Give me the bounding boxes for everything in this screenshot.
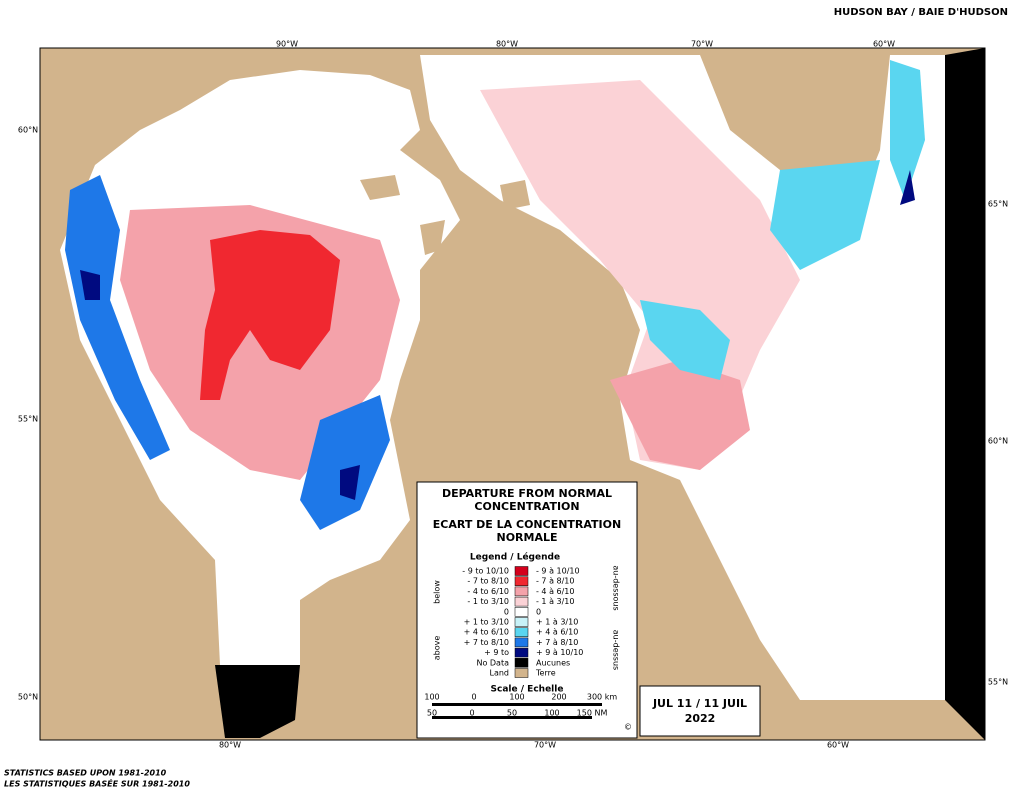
- latitude-label: 60°N: [988, 437, 1008, 446]
- legend-swatch: [514, 596, 529, 607]
- legend-swatch: [514, 658, 529, 668]
- longitude-label: 70°W: [691, 40, 713, 49]
- year: 2022: [685, 712, 716, 725]
- legend-label-fr: Aucunes: [536, 658, 570, 667]
- date: JUL 11 / 11 JUIL: [652, 697, 747, 710]
- longitude-label: 80°W: [219, 741, 241, 750]
- legend-title: NORMALE: [496, 531, 557, 544]
- scale-nm-label: 0: [469, 709, 474, 718]
- longitude-label: 60°W: [827, 741, 849, 750]
- legend-label-fr: - 4 à 6/10: [536, 587, 574, 596]
- legend-label-en: + 1 to 3/10: [464, 618, 509, 627]
- legend-label-en: 0: [504, 607, 509, 616]
- legend-label-en: Land: [489, 669, 509, 678]
- legend-label-en: No Data: [476, 658, 509, 667]
- longitude-label: 90°W: [276, 40, 298, 49]
- legend-label-fr: - 7 à 8/10: [536, 577, 574, 586]
- legend-label-fr: - 1 à 3/10: [536, 597, 574, 606]
- scale-title: Scale / Echelle: [491, 685, 564, 695]
- legend-title: CONCENTRATION: [474, 500, 579, 513]
- legend-label-fr: + 4 à 6/10: [536, 628, 578, 637]
- scale-km-label: 200: [551, 693, 566, 702]
- legend-title: DEPARTURE FROM NORMAL: [442, 487, 612, 500]
- latitude-label: 50°N: [18, 693, 38, 702]
- date-box: JUL 11 / 11 JUIL 2022: [639, 685, 761, 737]
- legend-swatch: [514, 566, 529, 576]
- map: [39, 47, 986, 741]
- legend-label-en: - 4 to 6/10: [467, 587, 509, 596]
- below-label: below: [433, 580, 442, 604]
- above-label-fr: au-dessus: [612, 630, 621, 670]
- latitude-label: 55°N: [18, 415, 38, 424]
- legend-swatch: [514, 607, 529, 617]
- legend-label-en: + 4 to 6/10: [464, 628, 509, 637]
- legend-swatch: [514, 576, 529, 586]
- graticule-labels: 90°W 80°W 70°W 60°W 80°W 70°W 60°W 60°N …: [18, 40, 1008, 750]
- legend-swatch: [514, 647, 529, 658]
- below-label-fr: au-dessous: [612, 565, 621, 610]
- legend-label-fr: - 9 à 10/10: [536, 567, 580, 576]
- scale-nm-label: 50: [427, 709, 437, 718]
- legend: DEPARTURE FROM NORMAL CONCENTRATION ECAR…: [416, 481, 638, 739]
- legend-title: ECART DE LA CONCENTRATION: [433, 518, 621, 531]
- legend-label-fr: Terre: [535, 669, 556, 678]
- scale-nm-label: 100: [544, 709, 559, 718]
- legend-label-en: - 1 to 3/10: [467, 597, 509, 606]
- latitude-label: 60°N: [18, 126, 38, 135]
- legend-swatch: [514, 617, 529, 627]
- legend-label-en: - 7 to 8/10: [467, 577, 509, 586]
- scale-km-label: 0: [471, 693, 476, 702]
- scale-km-label: 100: [424, 693, 439, 702]
- scale-nm-label: 150 NM: [577, 709, 608, 718]
- legend-subtitle: Legend / Légende: [470, 552, 560, 563]
- latitude-label: 65°N: [988, 200, 1008, 209]
- longitude-label: 60°W: [873, 40, 895, 49]
- longitude-label: 80°W: [496, 40, 518, 49]
- scale-km-label: 300 km: [587, 693, 617, 702]
- legend-label-en: - 9 to 10/10: [462, 567, 509, 576]
- legend-label-fr: + 7 à 8/10: [536, 638, 578, 647]
- above-label: above: [433, 636, 442, 661]
- page-title: HUDSON BAY / BAIE D'HUDSON: [834, 7, 1008, 18]
- legend-swatch: [514, 668, 529, 678]
- legend-swatch: [514, 637, 529, 648]
- legend-label-fr: + 9 à 10/10: [536, 648, 583, 657]
- copyright: ©: [624, 723, 632, 732]
- latitude-label: 55°N: [988, 678, 1008, 687]
- legend-swatch: [514, 627, 529, 637]
- legend-label-en: + 7 to 8/10: [464, 638, 509, 647]
- legend-swatch: [514, 586, 529, 597]
- scale-km-label: 100: [509, 693, 524, 702]
- legend-label-fr: + 1 à 3/10: [536, 618, 578, 627]
- legend-label-en: + 9 to: [484, 648, 509, 657]
- legend-label-fr: 0: [536, 607, 541, 616]
- footer: STATISTICS BASED UPON 1981-2010: [4, 769, 167, 778]
- longitude-label: 70°W: [534, 741, 556, 750]
- scale-nm-label: 50: [507, 709, 517, 718]
- footer: LES STATISTIQUES BASÉE SUR 1981-2010: [4, 778, 190, 789]
